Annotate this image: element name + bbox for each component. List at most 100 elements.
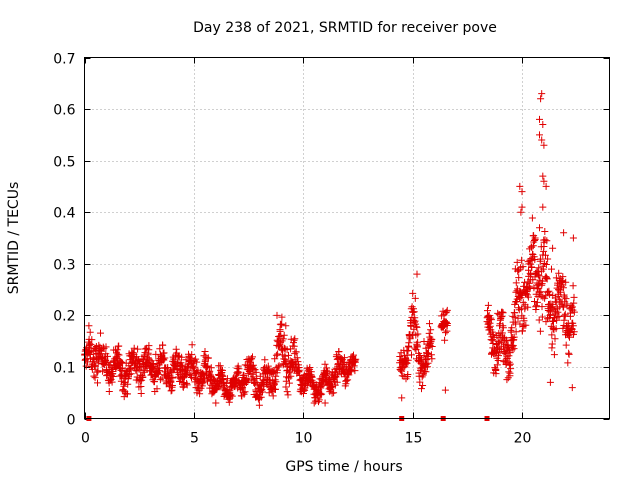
data-point (160, 349, 168, 357)
data-point (487, 316, 495, 324)
data-point (443, 308, 451, 316)
data-point-extreme (273, 311, 281, 319)
data-point-extreme (212, 399, 220, 407)
data-point (534, 268, 542, 276)
data-point (532, 302, 540, 310)
data-point (249, 361, 257, 369)
data-point (249, 353, 256, 361)
data-point (144, 349, 152, 357)
data-point (321, 360, 329, 368)
data-point-extreme (536, 115, 543, 123)
data-point (565, 350, 573, 358)
y-axis-label: SRMTID / TECUs (6, 182, 22, 295)
data-point (107, 361, 115, 369)
data-point (398, 372, 406, 380)
data-point (287, 372, 295, 380)
data-point (507, 365, 515, 373)
data-point (161, 354, 169, 362)
data-point (443, 306, 451, 314)
data-point (108, 378, 116, 386)
data-point (506, 369, 514, 377)
data-point (241, 388, 249, 396)
data-point (415, 372, 423, 380)
data-point (550, 318, 557, 325)
data-point (293, 354, 301, 362)
data-point (408, 351, 415, 359)
data-point (569, 282, 577, 290)
data-point (109, 373, 117, 380)
data-point (278, 313, 286, 321)
data-point (272, 385, 279, 393)
y-tick-label: 0.1 (53, 361, 75, 377)
data-point (548, 265, 555, 273)
data-point (512, 328, 520, 336)
data-point (442, 329, 449, 337)
data-point (562, 278, 570, 286)
data-point (426, 320, 433, 328)
data-point (422, 368, 430, 376)
data-point (272, 351, 280, 359)
data-point (418, 373, 426, 381)
axes: 0 0.1 0.2 0.3 0.4 0.5 0.6 0.7 0 5 10 15 20 (53, 52, 610, 447)
data-point (225, 398, 233, 406)
x-tick-label: 0 (81, 431, 90, 447)
data-point (192, 355, 200, 363)
data-point (505, 368, 513, 376)
data-point-extreme (536, 131, 543, 139)
data-point (88, 365, 96, 373)
x-tick-label: 10 (295, 431, 313, 447)
data-point (512, 279, 520, 287)
data-point (515, 274, 523, 282)
data-point (564, 359, 572, 367)
data-point (442, 318, 450, 326)
data-point-extreme (531, 234, 539, 242)
data-point (542, 261, 550, 268)
data-point-extreme (568, 384, 576, 392)
data-point (283, 388, 291, 396)
data-point (274, 363, 282, 371)
data-point (159, 341, 167, 349)
data-point (351, 367, 359, 375)
data-point (554, 308, 562, 316)
data-point (484, 307, 491, 315)
data-point (419, 382, 427, 389)
data-point (324, 368, 331, 376)
data-point (318, 390, 326, 398)
data-point (279, 335, 287, 343)
data-point (505, 352, 513, 360)
data-point (332, 368, 340, 376)
data-point (535, 316, 543, 324)
data-point (522, 321, 530, 329)
data-point (543, 274, 551, 282)
data-point (352, 355, 360, 363)
data-point (82, 362, 90, 370)
data-point (259, 388, 266, 396)
data-point (227, 391, 235, 399)
data-point (538, 313, 546, 321)
data-point (484, 301, 492, 309)
data-point (554, 292, 562, 300)
data-point (300, 385, 308, 393)
x-tick-label: 5 (190, 431, 199, 447)
data-point (274, 350, 282, 358)
data-point (145, 342, 153, 350)
data-point-extreme (539, 121, 547, 128)
data-point (411, 294, 419, 302)
data-point-extreme (517, 208, 525, 216)
data-point-extreme (256, 394, 263, 402)
data-point (494, 344, 502, 352)
data-point (495, 352, 502, 360)
y-tick-label: 0 (67, 413, 76, 429)
data-point (156, 376, 164, 384)
data-point (151, 378, 158, 386)
data-point-extreme (413, 270, 421, 278)
data-point (414, 338, 422, 346)
data-point (243, 379, 250, 386)
data-point-extreme (540, 177, 548, 185)
data-point (141, 368, 149, 376)
data-point (535, 280, 543, 288)
data-point (443, 320, 451, 327)
data-point-extreme (310, 399, 318, 407)
data-point (142, 345, 150, 353)
data-point (203, 363, 211, 371)
